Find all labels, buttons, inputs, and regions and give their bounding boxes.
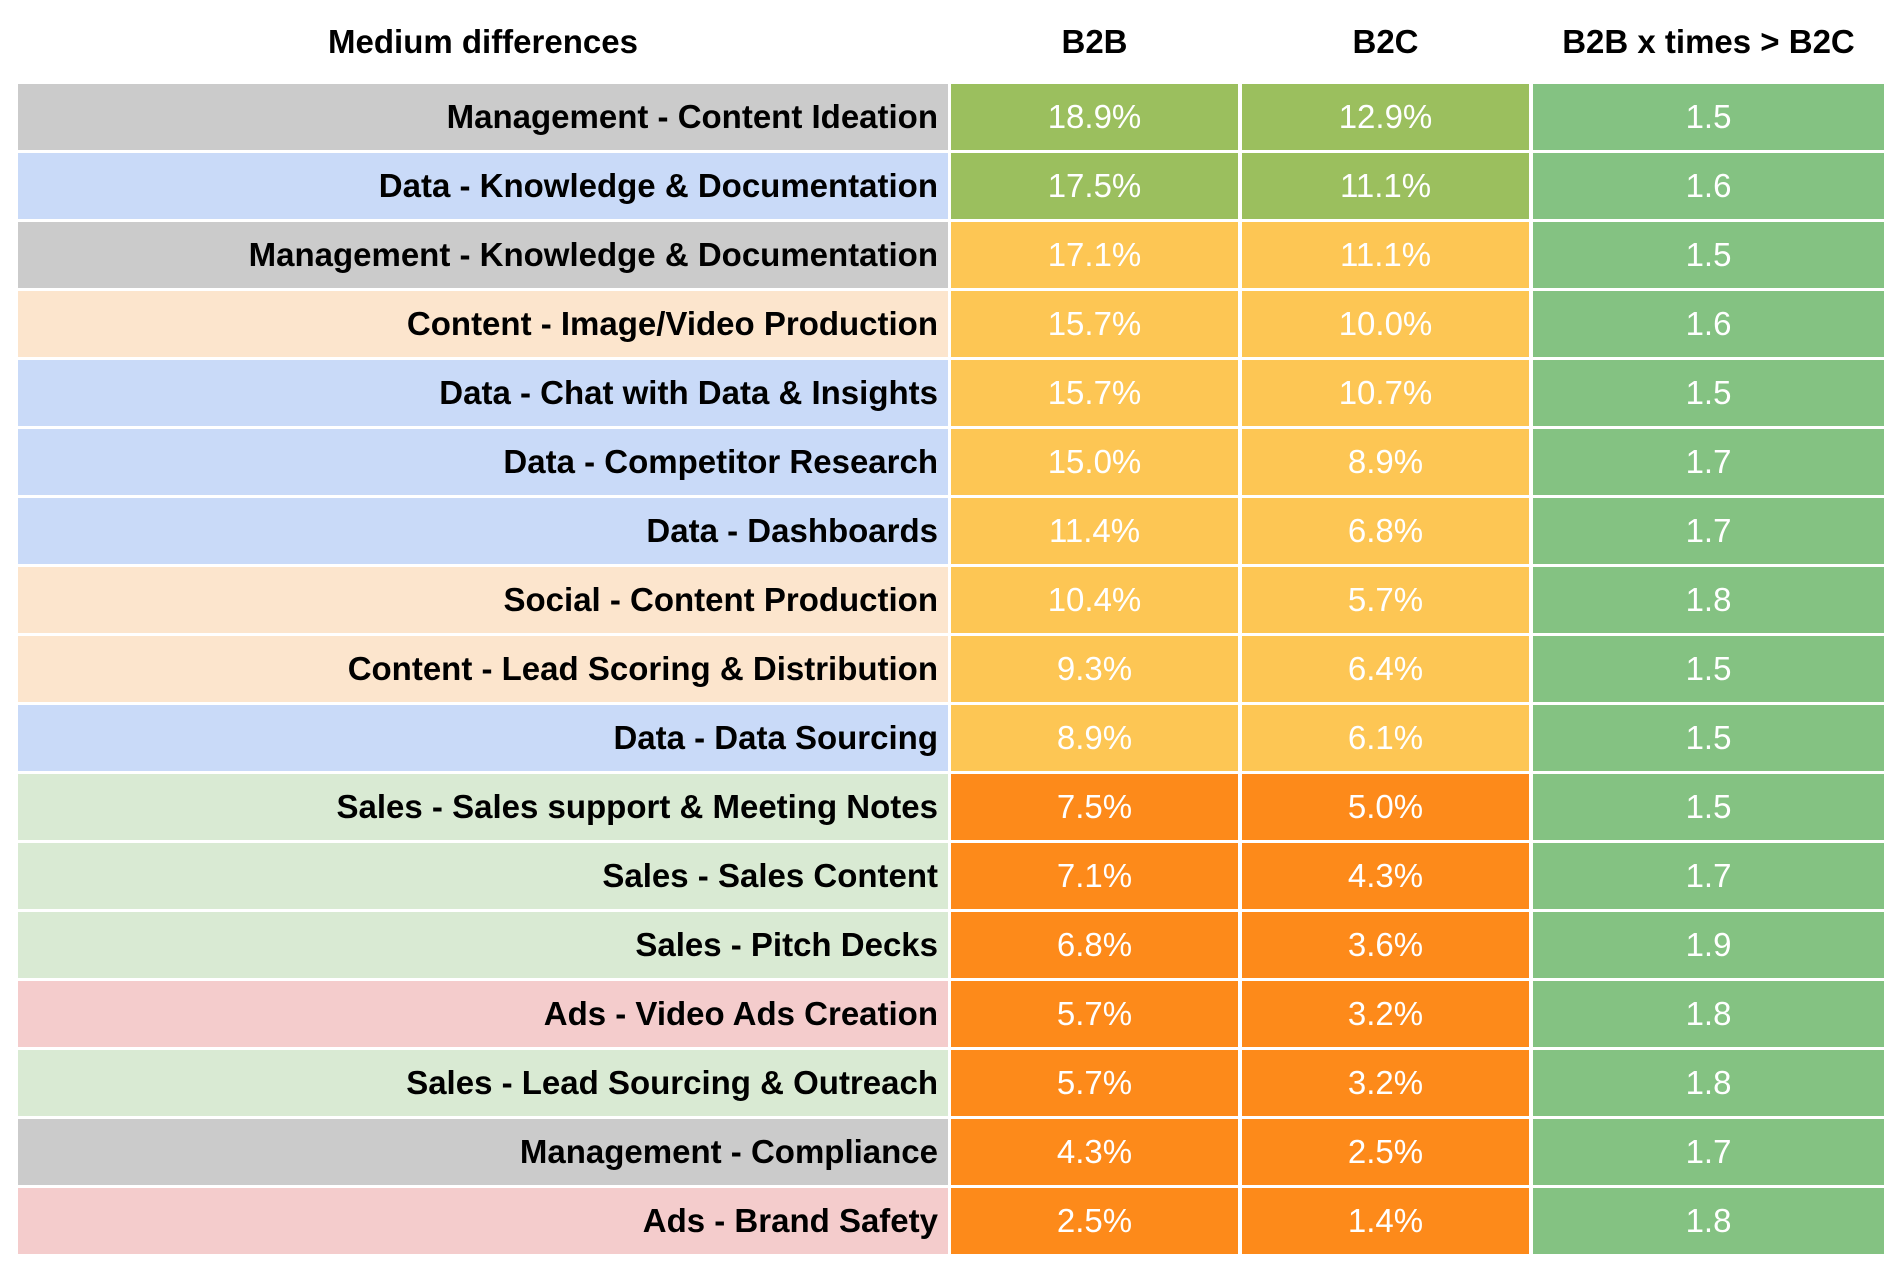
b2c-value: 4.3%	[1242, 843, 1529, 909]
table-row: Data - Competitor Research 15.0% 8.9% 1.7	[18, 429, 1884, 495]
b2c-value: 8.9%	[1242, 429, 1529, 495]
b2c-value: 3.2%	[1242, 1050, 1529, 1116]
row-label: Ads - Video Ads Creation	[18, 981, 948, 1047]
b2c-value: 11.1%	[1242, 153, 1529, 219]
b2c-value: 12.9%	[1242, 84, 1529, 150]
ratio-value: 1.8	[1533, 567, 1884, 633]
row-label: Sales - Sales Content	[18, 843, 948, 909]
ratio-value: 1.9	[1533, 912, 1884, 978]
row-label: Ads - Brand Safety	[18, 1188, 948, 1254]
ratio-value: 1.7	[1533, 429, 1884, 495]
table-row: Data - Dashboards 11.4% 6.8% 1.7	[18, 498, 1884, 564]
row-label: Data - Data Sourcing	[18, 705, 948, 771]
row-label: Sales - Lead Sourcing & Outreach	[18, 1050, 948, 1116]
ratio-value: 1.7	[1533, 1119, 1884, 1185]
b2b-value: 8.9%	[951, 705, 1238, 771]
row-label: Data - Competitor Research	[18, 429, 948, 495]
b2c-value: 5.0%	[1242, 774, 1529, 840]
b2b-value: 5.7%	[951, 981, 1238, 1047]
b2c-value: 2.5%	[1242, 1119, 1529, 1185]
b2b-value: 2.5%	[951, 1188, 1238, 1254]
b2b-value: 7.1%	[951, 843, 1238, 909]
b2c-value: 1.4%	[1242, 1188, 1529, 1254]
b2b-value: 9.3%	[951, 636, 1238, 702]
b2c-value: 10.0%	[1242, 291, 1529, 357]
b2c-value: 6.4%	[1242, 636, 1529, 702]
row-label: Management - Content Ideation	[18, 84, 948, 150]
b2b-value: 17.5%	[951, 153, 1238, 219]
header-b2b: B2B	[1061, 23, 1128, 60]
table-row: Social - Content Production 10.4% 5.7% 1.8	[18, 567, 1884, 633]
b2b-value: 5.7%	[951, 1050, 1238, 1116]
header-b2c: B2C	[1352, 23, 1419, 60]
b2c-value: 11.1%	[1242, 222, 1529, 288]
table-row: Sales - Pitch Decks 6.8% 3.6% 1.9	[18, 912, 1884, 978]
row-label: Data - Chat with Data & Insights	[18, 360, 948, 426]
b2c-value: 3.6%	[1242, 912, 1529, 978]
table-row: Content - Lead Scoring & Distribution 9.3…	[18, 636, 1884, 702]
table-row: Data - Knowledge & Documentation 17.5% 11.…	[18, 153, 1884, 219]
row-label: Content - Image/Video Production	[18, 291, 948, 357]
b2b-value: 10.4%	[951, 567, 1238, 633]
ratio-value: 1.5	[1533, 84, 1884, 150]
b2c-value: 10.7%	[1242, 360, 1529, 426]
b2c-value: 6.8%	[1242, 498, 1529, 564]
table-row: Sales - Lead Sourcing & Outreach 5.7% 3.2%…	[18, 1050, 1884, 1116]
b2b-value: 17.1%	[951, 222, 1238, 288]
row-label: Sales - Pitch Decks	[18, 912, 948, 978]
table-row: Sales - Sales support & Meeting Notes 7.5…	[18, 774, 1884, 840]
b2b-value: 15.7%	[951, 291, 1238, 357]
ratio-value: 1.7	[1533, 843, 1884, 909]
b2c-value: 3.2%	[1242, 981, 1529, 1047]
table-row: Ads - Video Ads Creation 5.7% 3.2% 1.8	[18, 981, 1884, 1047]
ratio-value: 1.5	[1533, 774, 1884, 840]
b2c-value: 5.7%	[1242, 567, 1529, 633]
table-row: Management - Knowledge & Documentation 17…	[18, 222, 1884, 288]
ratio-value: 1.6	[1533, 291, 1884, 357]
ratio-value: 1.7	[1533, 498, 1884, 564]
header-ratio: B2B x times > B2C	[1562, 23, 1855, 60]
table-row: Ads - Brand Safety 2.5% 1.4% 1.8	[18, 1188, 1884, 1254]
b2b-value: 7.5%	[951, 774, 1238, 840]
b2b-value: 15.7%	[951, 360, 1238, 426]
row-label: Data - Dashboards	[18, 498, 948, 564]
b2b-value: 6.8%	[951, 912, 1238, 978]
table-row: Content - Image/Video Production 15.7% 10.…	[18, 291, 1884, 357]
ratio-value: 1.8	[1533, 981, 1884, 1047]
table-row: Data - Data Sourcing 8.9% 6.1% 1.5	[18, 705, 1884, 771]
b2b-value: 15.0%	[951, 429, 1238, 495]
ratio-value: 1.5	[1533, 360, 1884, 426]
table-row: Sales - Sales Content 7.1% 4.3% 1.7	[18, 843, 1884, 909]
ratio-value: 1.5	[1533, 222, 1884, 288]
b2b-value: 4.3%	[951, 1119, 1238, 1185]
ratio-value: 1.6	[1533, 153, 1884, 219]
row-label: Data - Knowledge & Documentation	[18, 153, 948, 219]
b2b-value: 11.4%	[951, 498, 1238, 564]
ratio-value: 1.8	[1533, 1050, 1884, 1116]
row-label: Management - Compliance	[18, 1119, 948, 1185]
header-title: Medium differences	[328, 23, 638, 60]
row-label: Management - Knowledge & Documentation	[18, 222, 948, 288]
ratio-value: 1.5	[1533, 636, 1884, 702]
table-row: Data - Chat with Data & Insights 15.7% 10.…	[18, 360, 1884, 426]
table-row: Management - Compliance 4.3% 2.5% 1.7	[18, 1119, 1884, 1185]
row-label: Sales - Sales support & Meeting Notes	[18, 774, 948, 840]
table-row: Management - Content Ideation 18.9% 12.9% 1…	[18, 84, 1884, 150]
row-label: Content - Lead Scoring & Distribution	[18, 636, 948, 702]
row-label: Social - Content Production	[18, 567, 948, 633]
b2c-value: 6.1%	[1242, 705, 1529, 771]
b2b-value: 18.9%	[951, 84, 1238, 150]
ratio-value: 1.8	[1533, 1188, 1884, 1254]
ratio-value: 1.5	[1533, 705, 1884, 771]
